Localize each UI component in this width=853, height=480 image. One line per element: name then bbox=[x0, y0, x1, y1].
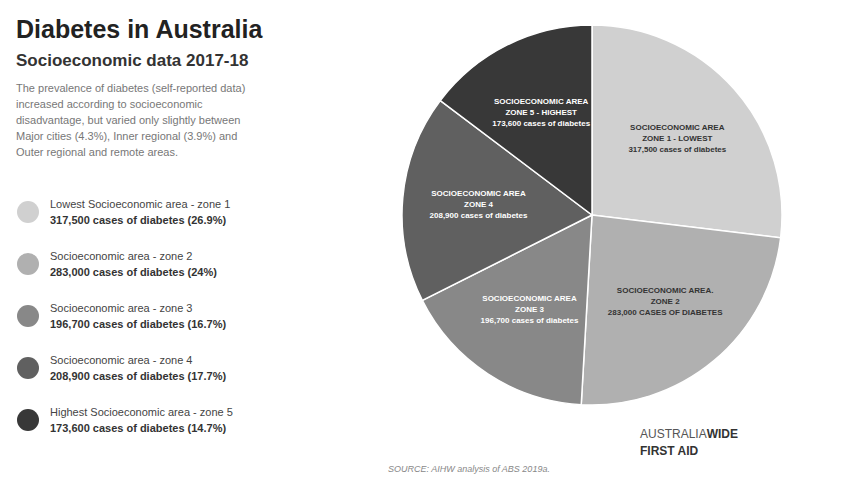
annotation: FIRST AID bbox=[640, 444, 699, 458]
legend: Lowest Socioeconomic area - zone 1 317,50… bbox=[17, 198, 233, 434]
legend-label: Highest Socioeconomic area - zone 5 bbox=[50, 406, 233, 418]
legend-swatch bbox=[17, 253, 39, 275]
annotation: AUSTRALIA bbox=[640, 427, 707, 441]
text-line: increased according to socioeconomic bbox=[16, 98, 203, 110]
text-line: 317,500 cases of diabetes bbox=[628, 145, 726, 154]
legend-item: Highest Socioeconomic area - zone 5 173,6… bbox=[17, 406, 233, 434]
chart: Diabetes in Australia Socioeconomic data … bbox=[0, 0, 853, 480]
legend-detail: 196,700 cases of diabetes (16.7%) bbox=[50, 318, 226, 330]
text-line: ZONE 5 - HIGHEST bbox=[505, 108, 577, 117]
title: Diabetes in Australia bbox=[16, 15, 263, 43]
description: The prevalence of diabetes (self-reporte… bbox=[16, 82, 245, 158]
legend-item: Lowest Socioeconomic area - zone 1 317,50… bbox=[17, 198, 230, 226]
legend-swatch bbox=[17, 201, 39, 223]
legend-item: Socioeconomic area - zone 4 208,900 cases… bbox=[17, 354, 226, 382]
text-line: Outer regional and remote areas. bbox=[16, 146, 178, 158]
legend-swatch bbox=[17, 409, 39, 431]
data-label: SOCIOECONOMIC AREA ZONE 3 196,700 cases of… bbox=[481, 294, 579, 325]
text-line: SOCIOECONOMIC AREA. bbox=[617, 287, 714, 296]
text-line: The prevalence of diabetes (self-reporte… bbox=[16, 82, 245, 94]
legend-label: Lowest Socioeconomic area - zone 1 bbox=[50, 198, 230, 210]
text-line: disadvantage, but varied only slightly b… bbox=[16, 114, 240, 126]
slice-labels: SOCIOECONOMIC AREA ZONE 1 - LOWEST 317,500… bbox=[430, 97, 727, 325]
text-line: ZONE 4 bbox=[464, 200, 493, 209]
subtitle: Socioeconomic data 2017-18 bbox=[16, 51, 248, 70]
text-line: Major cities (4.3%), Inner regional (3.9… bbox=[16, 130, 237, 142]
legend-label: Socioeconomic area - zone 4 bbox=[50, 354, 192, 366]
legend-detail: 317,500 cases of diabetes (26.9%) bbox=[50, 214, 226, 226]
legend-item: Socioeconomic area - zone 3 196,700 cases… bbox=[17, 302, 226, 330]
legend-detail: 283,000 cases of diabetes (24%) bbox=[50, 266, 217, 278]
text-line: 208,900 cases of diabetes bbox=[430, 211, 528, 220]
data-label: SOCIOECONOMIC AREA ZONE 4 208,900 cases of… bbox=[430, 189, 528, 220]
source: SOURCE: AIHW analysis of ABS 2019a. bbox=[388, 464, 550, 474]
legend-swatch bbox=[17, 357, 39, 379]
text-line: SOCIOECONOMIC AREA bbox=[494, 97, 589, 106]
logo-text: AUSTRALIAWIDE FIRST AID bbox=[640, 427, 738, 458]
text-line: SOCIOECONOMIC AREA bbox=[630, 123, 725, 132]
text-line: SOCIOECONOMIC AREA bbox=[482, 294, 577, 303]
data-label: SOCIOECONOMIC AREA ZONE 5 - HIGHEST 173,60… bbox=[492, 97, 590, 128]
pie-slice bbox=[440, 25, 592, 215]
data-label: SOCIOECONOMIC AREA ZONE 1 - LOWEST 317,500… bbox=[628, 123, 726, 154]
text-line: ZONE 1 - LOWEST bbox=[642, 134, 712, 143]
text-line: 196,700 cases of diabetes bbox=[481, 316, 579, 325]
data-label: SOCIOECONOMIC AREA. ZONE 2 283,000 CASES O… bbox=[608, 287, 723, 318]
legend-swatch bbox=[17, 305, 39, 327]
pie-slice bbox=[592, 25, 782, 238]
text-line: ZONE 3 bbox=[515, 305, 544, 314]
text-line: 283,000 CASES OF DIABETES bbox=[608, 309, 723, 318]
text-line: ZONE 2 bbox=[651, 298, 680, 307]
pie bbox=[402, 25, 782, 405]
pie-slice bbox=[581, 215, 780, 405]
legend-item: Socioeconomic area - zone 2 283,000 cases… bbox=[17, 250, 217, 278]
text-line: 173,600 cases of diabetes bbox=[492, 119, 590, 128]
legend-detail: 173,600 cases of diabetes (14.7%) bbox=[50, 422, 226, 434]
legend-detail: 208,900 cases of diabetes (17.7%) bbox=[50, 370, 226, 382]
legend-label: Socioeconomic area - zone 3 bbox=[50, 302, 192, 314]
text-line: SOCIOECONOMIC AREA bbox=[431, 189, 526, 198]
legend-label: Socioeconomic area - zone 2 bbox=[50, 250, 192, 262]
annotation: WIDE bbox=[707, 427, 738, 441]
